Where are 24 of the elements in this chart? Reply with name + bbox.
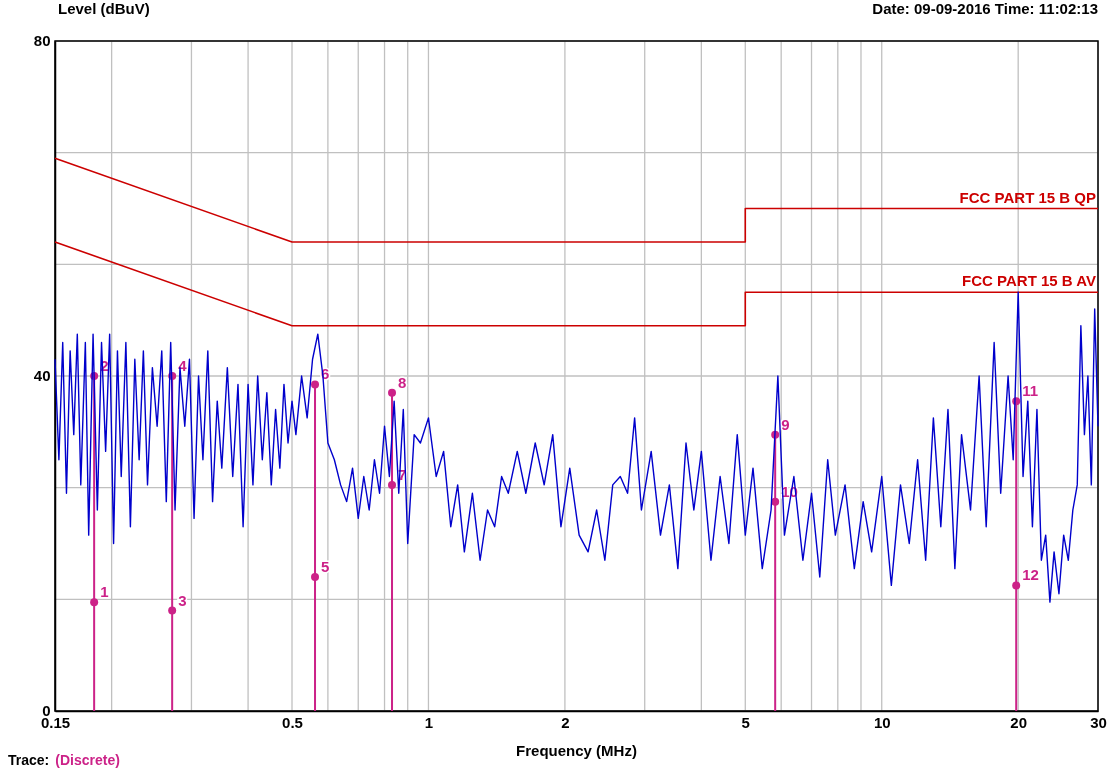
text: Trace: (8, 752, 50, 768)
y-tick-label: 40 (33, 367, 51, 385)
x-tick-label: 30 (1090, 713, 1107, 731)
y-tick-label: 80 (33, 32, 51, 50)
x-tick-label: 5 (741, 713, 750, 731)
series-label: FCC PART 15 B AV (962, 272, 1096, 290)
text: (Discrete) (55, 752, 120, 768)
annotation: 9 (781, 415, 790, 433)
x-tick-label: 10 (873, 713, 891, 731)
x-tick-label: 20 (1010, 713, 1028, 731)
annotation: 5 (321, 558, 330, 575)
annotation: 8 (398, 373, 407, 391)
annotation: 4 (178, 357, 188, 374)
y-axis-title: Level (dBuV) (58, 0, 150, 17)
x-tick-label: 2 (561, 713, 570, 731)
series-label: FCC PART 15 B QP (959, 188, 1096, 206)
annotation: 11 (1022, 382, 1039, 400)
annotation: 3 (178, 591, 187, 609)
x-axis-title: Frequency (MHz) (516, 742, 637, 759)
x-tick-label: 0.5 (282, 713, 303, 731)
x-tick-label: 1 (424, 713, 434, 731)
annotation: 12 (1022, 566, 1039, 584)
text: Date: 09-09-2016 Time: 11:02:13 (872, 0, 1098, 17)
annotation: 1 (100, 583, 109, 601)
